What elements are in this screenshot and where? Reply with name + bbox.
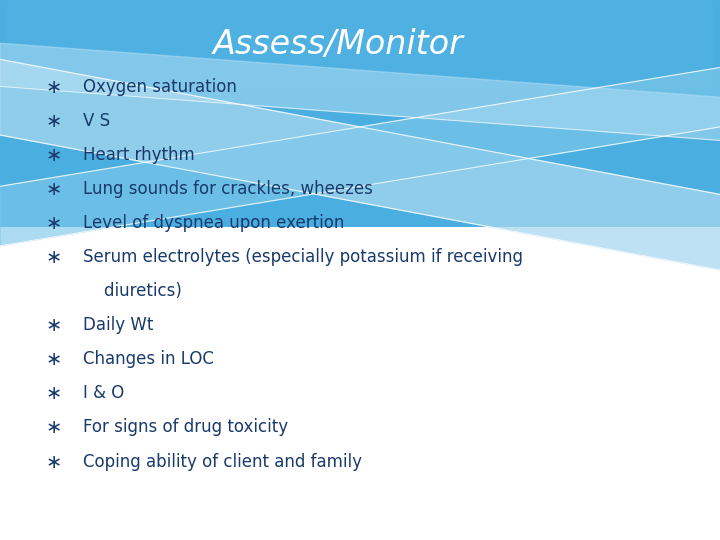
Text: ∗: ∗ (46, 112, 62, 131)
Text: V S: V S (83, 112, 110, 130)
Text: Changes in LOC: Changes in LOC (83, 350, 214, 368)
Text: I & O: I & O (83, 384, 124, 402)
Text: ∗: ∗ (46, 180, 62, 199)
Text: Level of dyspnea upon exertion: Level of dyspnea upon exertion (83, 214, 344, 232)
Text: ∗: ∗ (46, 384, 62, 403)
Text: For signs of drug toxicity: For signs of drug toxicity (83, 418, 288, 436)
Text: Lung sounds for crackles, wheezes: Lung sounds for crackles, wheezes (83, 180, 373, 198)
Text: ∗: ∗ (46, 316, 62, 335)
FancyBboxPatch shape (0, 227, 720, 540)
Text: ∗: ∗ (46, 453, 62, 471)
Text: Daily Wt: Daily Wt (83, 316, 153, 334)
Text: ∗: ∗ (46, 146, 62, 165)
Text: ∗: ∗ (46, 214, 62, 233)
Text: ∗: ∗ (46, 78, 62, 97)
Text: ∗: ∗ (46, 418, 62, 437)
Text: Serum electrolytes (especially potassium if receiving: Serum electrolytes (especially potassium… (83, 248, 523, 266)
Text: Assess/Monitor: Assess/Monitor (213, 28, 464, 61)
FancyBboxPatch shape (7, 0, 713, 89)
Text: Heart rhythm: Heart rhythm (83, 146, 194, 164)
Text: ∗: ∗ (46, 248, 62, 267)
Text: Oxygen saturation: Oxygen saturation (83, 78, 237, 96)
Text: diuretics): diuretics) (83, 282, 181, 300)
Text: ∗: ∗ (46, 350, 62, 369)
Text: Coping ability of client and family: Coping ability of client and family (83, 453, 362, 470)
